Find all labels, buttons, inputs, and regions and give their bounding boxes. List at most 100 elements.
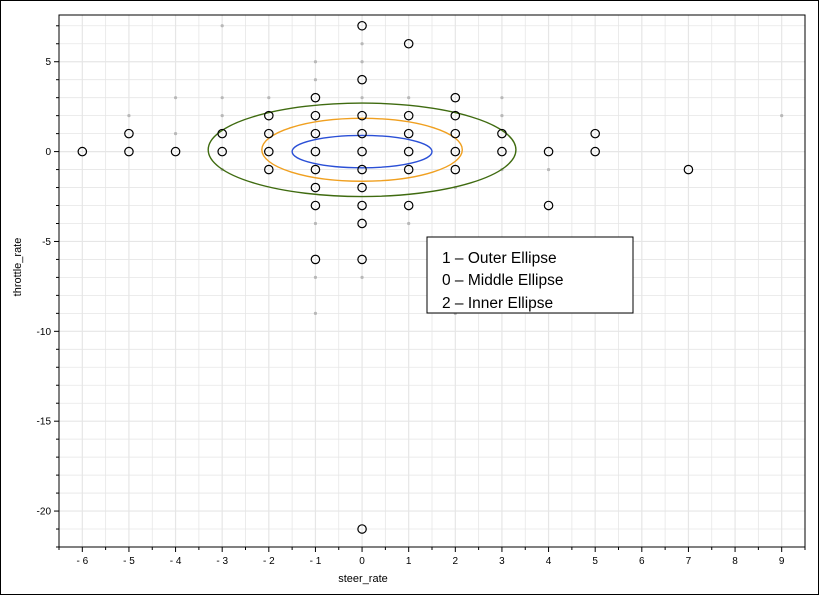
- background-point: [360, 96, 364, 100]
- x-tick-label: - 3: [216, 556, 228, 567]
- observed-point: [357, 200, 367, 211]
- observed-points: [77, 20, 694, 534]
- background-point: [313, 60, 318, 64]
- legend-box: [426, 236, 634, 314]
- background-point: [360, 42, 364, 46]
- observed-point: [357, 146, 367, 157]
- observed-point: [264, 110, 274, 121]
- observed-point: [543, 146, 554, 157]
- observed-point: [357, 164, 367, 175]
- observed-point: [543, 200, 554, 211]
- y-tick-label: -5: [42, 237, 51, 248]
- x-tick-label: 0: [359, 556, 365, 567]
- observed-point: [450, 128, 461, 139]
- background-point: [360, 60, 364, 64]
- observed-point: [357, 524, 367, 534]
- observed-point: [403, 146, 414, 157]
- background-point: [360, 275, 364, 280]
- background-point: [220, 96, 224, 100]
- background-point: [407, 221, 411, 226]
- x-tick-label: 9: [779, 556, 785, 567]
- observed-point: [497, 128, 507, 139]
- x-tick-label: - 2: [263, 556, 275, 567]
- y-tick-label: -10: [37, 327, 52, 338]
- background-point: [500, 114, 504, 118]
- observed-point: [310, 164, 321, 175]
- x-tick-label: 8: [732, 556, 738, 567]
- observed-point: [217, 128, 227, 139]
- observed-point: [264, 164, 274, 175]
- outer-ellipse: [207, 102, 517, 198]
- observed-point: [403, 164, 414, 175]
- observed-point: [310, 182, 321, 193]
- observed-point: [310, 128, 321, 139]
- background-point: [313, 221, 318, 226]
- observed-point: [124, 128, 134, 139]
- axis-ticks: [54, 25, 806, 552]
- legend: 1 – Outer Ellipse 0 – Middle Ellipse 2 –…: [426, 236, 634, 314]
- legend-entry-outer: 1 – Outer Ellipse: [442, 250, 557, 267]
- observed-point: [357, 254, 367, 265]
- observed-point: [590, 128, 600, 139]
- tick-labels: - 6 - 5 - 4 - 3 - 2 - 1 0 1 2 3 4 5 6 7 8 9 5 0 -5 -10 -15 -2…: [37, 57, 785, 567]
- observed-point: [590, 146, 600, 157]
- ellipses: [207, 102, 517, 198]
- y-tick-label: -15: [37, 417, 52, 428]
- x-tick-label: 2: [453, 556, 459, 567]
- observed-point: [217, 146, 227, 157]
- observed-point: [403, 38, 414, 49]
- background-point: [267, 96, 271, 100]
- background-point: [313, 275, 318, 280]
- observed-point: [264, 146, 274, 157]
- background-point: [313, 78, 318, 82]
- observed-point: [310, 200, 321, 211]
- x-tick-label: 3: [499, 556, 505, 567]
- observed-point: [450, 110, 461, 121]
- background-point: [220, 24, 224, 28]
- observed-point: [170, 146, 181, 157]
- background-point: [173, 96, 178, 100]
- observed-point: [357, 20, 367, 31]
- background-point: [313, 311, 318, 315]
- legend-entry-inner: 2 – Inner Ellipse: [442, 295, 553, 312]
- background-point: [173, 132, 178, 136]
- observed-point: [450, 164, 461, 175]
- background-points: [127, 24, 784, 315]
- x-tick-label: - 6: [76, 556, 88, 567]
- x-tick-label: - 1: [310, 556, 322, 567]
- observed-point: [450, 146, 461, 157]
- observed-point: [683, 164, 694, 175]
- x-tick-label: - 4: [170, 556, 182, 567]
- observed-point: [403, 200, 414, 211]
- y-axis-label: throttle_rate: [12, 238, 24, 297]
- observed-point: [357, 218, 367, 229]
- background-point: [220, 114, 224, 118]
- observed-point: [357, 128, 367, 139]
- middle-ellipse: [261, 117, 464, 182]
- inner-ellipse: [291, 134, 433, 169]
- background-point: [546, 167, 551, 172]
- observed-point: [357, 74, 367, 85]
- y-tick-label: 0: [45, 147, 51, 158]
- observed-point: [264, 128, 274, 139]
- legend-entry-middle: 0 – Middle Ellipse: [442, 272, 563, 289]
- x-tick-label: - 5: [123, 556, 135, 567]
- observed-point: [310, 146, 321, 157]
- observed-point: [403, 128, 414, 139]
- observed-point: [310, 254, 321, 265]
- observed-point: [403, 110, 414, 121]
- observed-point: [310, 92, 321, 103]
- observed-point: [77, 146, 88, 157]
- y-tick-label: -20: [37, 507, 52, 518]
- background-point: [407, 96, 411, 100]
- x-axis-label: steer_rate: [338, 573, 388, 585]
- background-point: [780, 114, 784, 118]
- legend-clip: 1 – Outer Ellipse 0 – Middle Ellipse 2 –…: [442, 250, 563, 312]
- observed-point: [450, 92, 461, 103]
- background-point: [500, 96, 504, 100]
- observed-point: [124, 146, 134, 157]
- observed-point: [497, 146, 507, 157]
- y-tick-label: 5: [45, 57, 51, 68]
- x-tick-label: 1: [406, 556, 412, 567]
